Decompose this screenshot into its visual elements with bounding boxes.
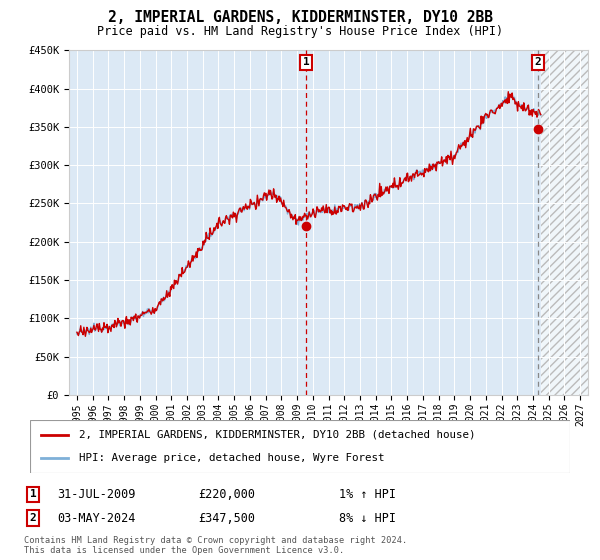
Text: £220,000: £220,000: [198, 488, 255, 501]
Text: 2: 2: [29, 513, 37, 523]
Text: Price paid vs. HM Land Registry's House Price Index (HPI): Price paid vs. HM Land Registry's House …: [97, 25, 503, 38]
Text: 1: 1: [29, 489, 37, 500]
Text: £347,500: £347,500: [198, 511, 255, 525]
Text: 1% ↑ HPI: 1% ↑ HPI: [339, 488, 396, 501]
Polygon shape: [541, 50, 588, 395]
Text: 8% ↓ HPI: 8% ↓ HPI: [339, 511, 396, 525]
Text: 2: 2: [535, 58, 542, 67]
Text: 1: 1: [303, 58, 310, 67]
Text: HPI: Average price, detached house, Wyre Forest: HPI: Average price, detached house, Wyre…: [79, 453, 384, 463]
Text: 2, IMPERIAL GARDENS, KIDDERMINSTER, DY10 2BB (detached house): 2, IMPERIAL GARDENS, KIDDERMINSTER, DY10…: [79, 430, 475, 440]
Text: 2, IMPERIAL GARDENS, KIDDERMINSTER, DY10 2BB: 2, IMPERIAL GARDENS, KIDDERMINSTER, DY10…: [107, 10, 493, 25]
Text: Contains HM Land Registry data © Crown copyright and database right 2024.
This d: Contains HM Land Registry data © Crown c…: [24, 536, 407, 555]
Text: 03-MAY-2024: 03-MAY-2024: [57, 511, 136, 525]
FancyBboxPatch shape: [30, 420, 570, 473]
Text: 31-JUL-2009: 31-JUL-2009: [57, 488, 136, 501]
